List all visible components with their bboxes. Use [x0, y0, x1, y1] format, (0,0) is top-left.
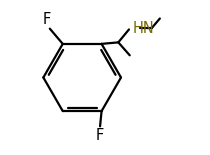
Text: F: F: [96, 128, 104, 143]
Text: HN: HN: [133, 21, 155, 36]
Text: F: F: [43, 12, 51, 27]
